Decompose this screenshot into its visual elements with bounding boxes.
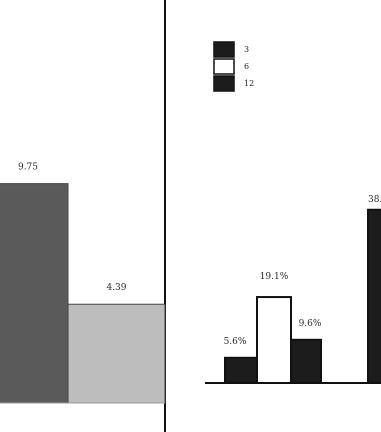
legend-label-1: 3	[244, 45, 249, 54]
legend-swatch-1	[213, 41, 235, 58]
right-bars	[224, 208, 381, 384]
right-bar-s3-c1	[290, 338, 322, 384]
left-value-labels: 9.75 4.39	[18, 163, 127, 294]
legend-label-3: 12	[244, 79, 254, 88]
left-bar-1	[0, 183, 69, 404]
left-chart: 9.75 4.39	[0, 163, 166, 404]
legend-label-2: 6	[244, 62, 249, 71]
right-bar-s2-c1	[256, 296, 292, 384]
legend-swatch-3	[213, 75, 235, 92]
left-value-label-1: 9.75	[18, 163, 38, 173]
right-value-labels: 5.6% 19.1% 9.6% 38.5	[224, 195, 381, 347]
legend-swatch-2	[213, 58, 235, 75]
legend: 3 6 12	[213, 41, 254, 92]
left-bar-2	[67, 303, 166, 404]
right-value-label-2: 19.1%	[260, 272, 289, 282]
right-bar-s1-c1	[224, 356, 258, 384]
right-value-label-4: 38.5	[368, 195, 381, 205]
right-value-label-3: 9.6%	[299, 319, 322, 329]
right-bar-s3-c2	[367, 208, 381, 384]
right-chart: 3 6 12 5.6% 19.1% 9.6% 38.5	[205, 41, 381, 384]
right-value-label-1: 5.6%	[224, 337, 247, 347]
left-bars	[0, 183, 166, 404]
left-value-label-2: 4.39	[106, 283, 126, 293]
